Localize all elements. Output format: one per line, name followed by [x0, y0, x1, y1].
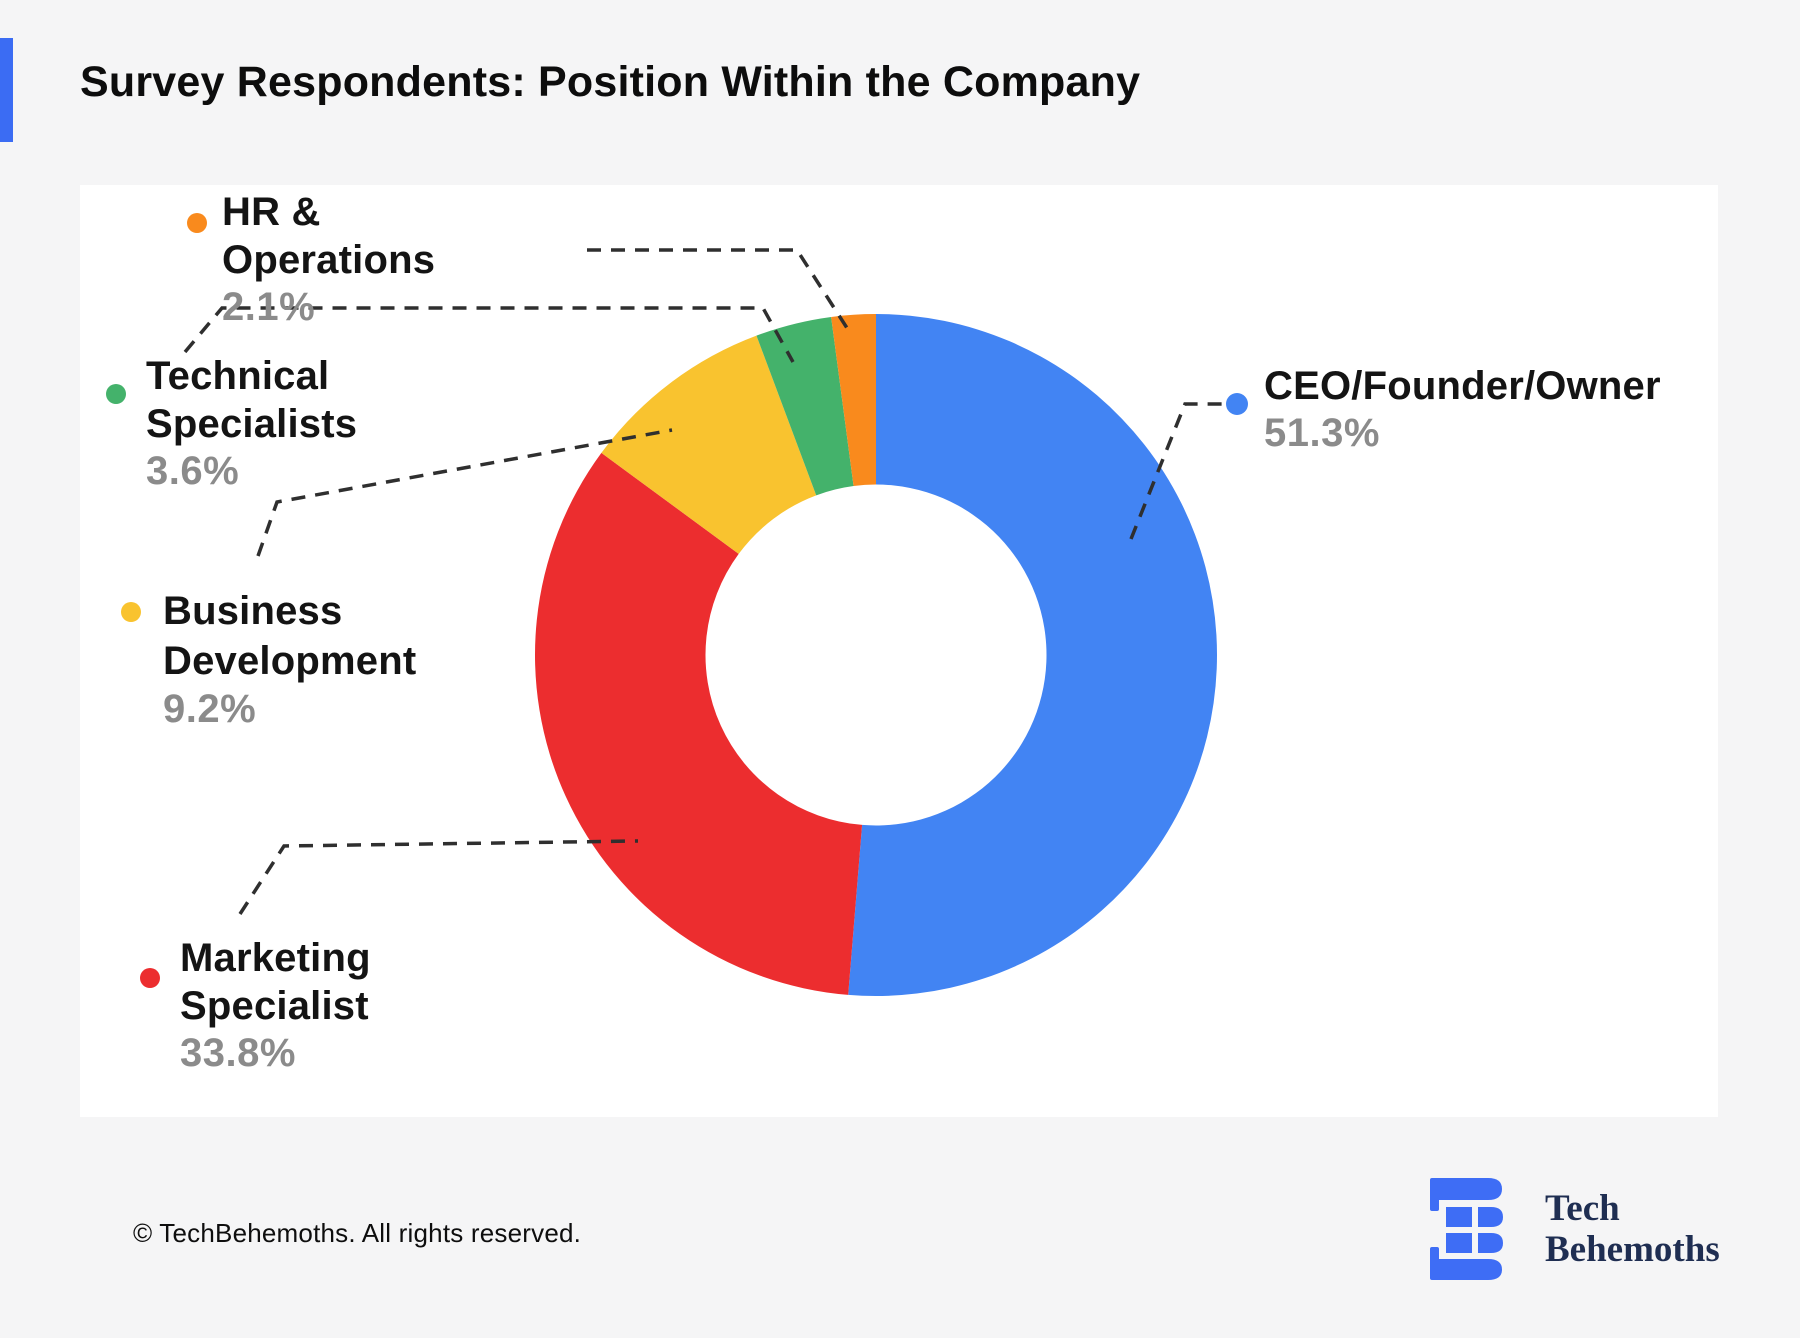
slice-hr-operations [831, 314, 876, 486]
hr-operations-value: 2.1% [222, 285, 316, 329]
ceo-founder-owner-value: 51.3% [1264, 411, 1380, 455]
marketing-specialist-value: 33.8% [180, 1031, 296, 1075]
leader-technical-specialists [183, 306, 795, 363]
logo-text-line2: Behemoths [1545, 1229, 1720, 1270]
hr-operations-label: HR & Operations [222, 190, 436, 282]
techbehemoths-logo-mark [1430, 1178, 1503, 1280]
marketing-specialist-dot [140, 968, 160, 988]
leader-ceo-founder-owner [1129, 402, 1222, 540]
leader-marketing-specialist [238, 839, 639, 915]
leader-hr-operations [587, 248, 849, 329]
technical-specialists-dot [106, 384, 126, 404]
slice-ceo-founder-owner [848, 314, 1217, 996]
business-development-dot [121, 602, 141, 622]
business-development-label: Business Development [163, 589, 417, 683]
business-development-value: 9.2% [163, 687, 257, 731]
donut-slices [535, 314, 1217, 996]
ceo-founder-owner-label: CEO/Founder/Owner [1264, 364, 1661, 408]
technical-specialists-value: 3.6% [146, 449, 240, 493]
techbehemoths-logo: Tech Behemoths [1430, 1178, 1730, 1288]
slice-technical-specialists [756, 316, 854, 496]
ceo-founder-owner-dot [1226, 393, 1248, 415]
title-accent-bar [0, 38, 13, 142]
leader-lines [183, 248, 1222, 915]
copyright-text: © TechBehemoths. All rights reserved. [133, 1218, 582, 1248]
marketing-specialist-label: Marketing Specialist [180, 936, 371, 1028]
page-title: Survey Respondents: Position Within the … [80, 58, 1141, 106]
logo-text-line1: Tech [1545, 1188, 1620, 1229]
slice-business-development [601, 335, 817, 554]
leader-business-development [256, 428, 673, 557]
hr-operations-dot [187, 213, 207, 233]
technical-specialists-label: Technical Specialists [146, 354, 358, 446]
slice-marketing-specialist [535, 452, 863, 995]
